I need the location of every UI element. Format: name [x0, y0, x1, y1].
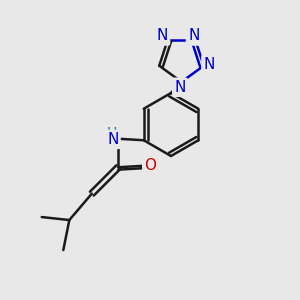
Text: N: N [157, 28, 168, 44]
Text: N: N [107, 132, 118, 147]
Text: O: O [144, 158, 156, 173]
Text: H: H [106, 126, 117, 140]
Text: N: N [203, 57, 215, 72]
Text: N: N [174, 80, 186, 95]
Text: N: N [188, 28, 200, 44]
